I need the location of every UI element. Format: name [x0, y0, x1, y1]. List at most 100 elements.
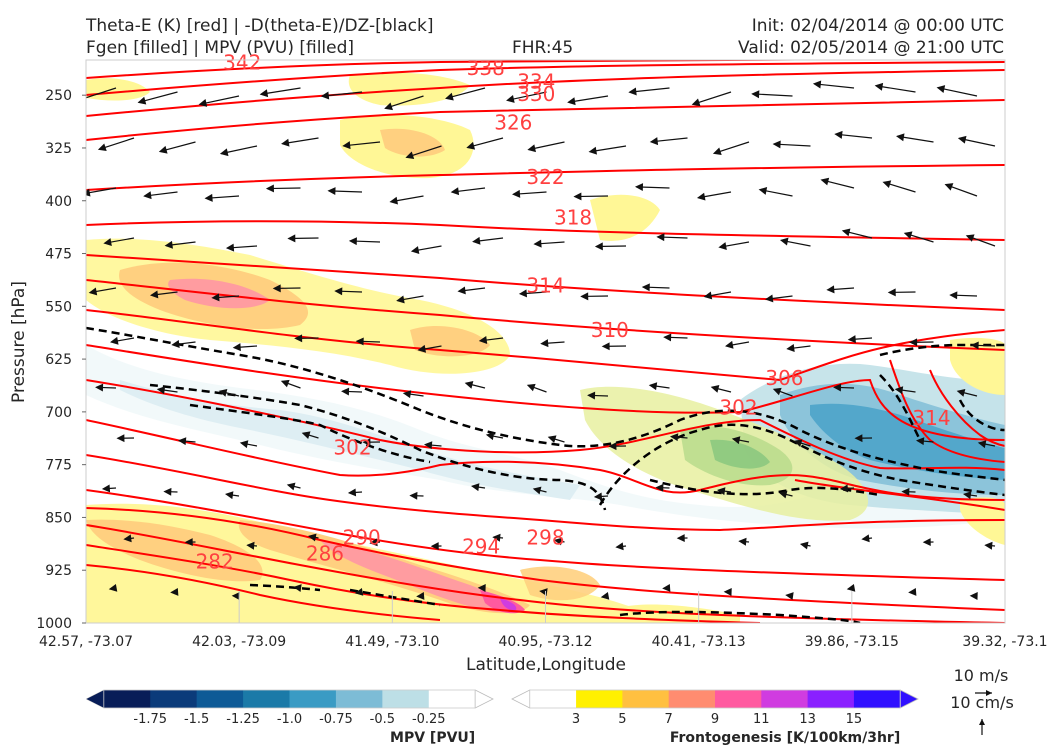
colorbar-segment	[807, 690, 855, 708]
wind-vector-head	[922, 538, 931, 547]
x-axis-label: Latitude,Longitude	[466, 655, 626, 675]
wind-vector-head	[567, 97, 576, 106]
wind-vector-head	[587, 391, 596, 400]
colorbar-extend-right	[474, 689, 494, 709]
wind-vector-head	[786, 344, 795, 352]
wind-vector-head	[341, 387, 350, 396]
wind-vector-head	[854, 434, 863, 443]
x-tick-label: 42.03, -73.09	[192, 634, 286, 650]
wind-vector-head	[211, 293, 220, 302]
wind-vector-head	[219, 148, 229, 157]
theta-e-contour-label: 342	[223, 51, 261, 75]
wind-vector	[568, 95, 609, 103]
wind-vector-head	[916, 437, 925, 446]
wind-vector-head	[710, 385, 720, 393]
wind-vector-head	[656, 233, 665, 242]
wind-vector-head	[108, 583, 118, 592]
wind-vector-head	[405, 151, 415, 160]
wind-vector-head	[430, 542, 439, 551]
wind-vector-head	[470, 483, 480, 492]
wind-vector	[875, 85, 916, 93]
y-tick-label: 1000	[36, 616, 72, 632]
colorbar-frame	[529, 689, 901, 709]
wind-vector-head	[772, 140, 781, 149]
colorbar-segment	[382, 690, 430, 708]
wind-vector-head	[593, 492, 603, 501]
wind-vector-head	[355, 337, 364, 346]
wind-vector-head	[712, 147, 722, 156]
wind-vector-head	[466, 141, 476, 150]
wind-vector-head	[402, 390, 412, 399]
wind-vector-head	[103, 238, 112, 246]
wind-vector-head	[970, 341, 979, 350]
wind-vector-head	[547, 435, 557, 443]
theta-e-contour-label: 294	[462, 535, 500, 559]
header-valid: Valid: 02/05/2014 @ 21:00 UTC	[738, 38, 1004, 58]
wind-vector-head	[78, 96, 85, 102]
wind-vector-head	[164, 240, 173, 249]
wind-vector-head	[472, 236, 481, 245]
wind-vector-head	[95, 383, 104, 392]
wind-vector-head	[601, 342, 610, 351]
x-tick-label: 40.41, -73.13	[652, 634, 746, 650]
wind-vector-head	[518, 289, 528, 298]
colorbar-label: -1.25	[226, 712, 260, 727]
colorbar-label: 7	[665, 712, 673, 727]
wind-vector-head	[731, 436, 741, 445]
wind-vector-head	[944, 183, 954, 191]
stability-contours	[86, 326, 1005, 623]
wind-vector	[260, 87, 301, 95]
colorbar-segment	[761, 690, 809, 708]
wind-vector-head	[703, 291, 713, 300]
colorbar-extend-right	[899, 689, 919, 709]
y-tick-label: 400	[45, 194, 72, 210]
wind-vector-head	[691, 98, 701, 107]
wind-vector-head	[198, 99, 208, 107]
wind-vector-head	[362, 438, 371, 447]
theta-e-contour-label: 318	[554, 205, 592, 229]
y-tick-label: 775	[45, 458, 72, 474]
colorbar-frame	[103, 689, 476, 709]
wind-vector-head	[477, 584, 486, 592]
wind-vector-head	[820, 177, 830, 186]
y-tick-label: 325	[45, 141, 72, 157]
theta-e-contour-label: 330	[517, 82, 555, 106]
wind-vector-head	[833, 383, 842, 392]
header-init: Init: 02/04/2014 @ 00:00 UTC	[752, 16, 1004, 36]
wind-vector-head	[779, 237, 789, 246]
theta-e-contour-label: 314	[912, 406, 950, 430]
wind-vector-head	[246, 541, 255, 550]
wind-vector-head	[861, 534, 870, 543]
colorbar-segment	[576, 690, 623, 708]
fgen-colorbar: 3 5 7 9 11 13 15 Frontogenesis [K/100km/3hr]	[511, 689, 919, 746]
wind-vector-head	[163, 487, 172, 496]
wind-vector-head	[526, 383, 536, 392]
theta-e-contour-label: 306	[765, 366, 803, 390]
wind-vector	[814, 83, 855, 89]
colorbar-label: 11	[753, 712, 770, 727]
wind-vector-head	[662, 583, 671, 592]
colorbar-segment	[853, 690, 901, 708]
wind-vector-head	[533, 239, 542, 248]
y-tick-label: 475	[45, 247, 72, 263]
wind-vector-head	[696, 192, 706, 201]
y-tick-label: 700	[45, 405, 72, 421]
colorbar-segment	[335, 690, 383, 708]
y-axis-label: Pressure [hPa]	[9, 281, 29, 403]
colorbar-label: 15	[846, 712, 863, 727]
wind-vector-head	[218, 389, 228, 397]
wind-vector-head	[969, 592, 978, 600]
wind-vector-head	[772, 387, 782, 396]
wind-scale-w-label: 10 cm/s	[950, 693, 1014, 712]
wind-vector-head	[896, 133, 905, 142]
colorbar-label: -1.0	[277, 712, 302, 727]
wind-vector-head	[464, 381, 474, 389]
wind-vector-head	[239, 440, 249, 449]
colorbar-segment	[622, 690, 670, 708]
wind-vector-head	[224, 491, 234, 500]
wind-vector-head	[512, 189, 521, 198]
wind-vector-head	[88, 287, 98, 296]
theta-e-contour-label: 286	[306, 542, 344, 566]
colorbar-label: -0.25	[412, 712, 446, 727]
